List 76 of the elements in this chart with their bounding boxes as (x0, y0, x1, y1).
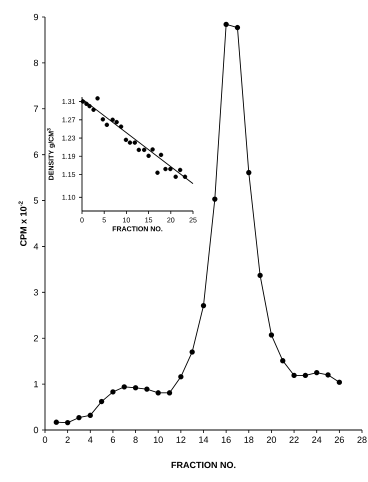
point (200, 302, 206, 308)
point (104, 122, 110, 128)
y-tick-label: 0 (34, 426, 38, 434)
point (114, 120, 119, 124)
y-tick-label: 2 (34, 335, 38, 342)
x-axis-title: FRACTION NO. (172, 462, 236, 468)
point (100, 117, 106, 122)
y-tick-label: 3 (34, 289, 38, 296)
x-tick-label: 18 (244, 436, 254, 443)
point (163, 166, 168, 172)
point (173, 174, 178, 179)
point (168, 166, 173, 172)
x-tick-label: 8 (133, 436, 138, 443)
y-tick-label: 9 (34, 14, 38, 20)
point (178, 168, 182, 172)
y-tick-label: 1 (34, 381, 38, 388)
x-tick-label: 6 (110, 436, 116, 443)
point (118, 124, 124, 129)
y-tick-label: 8 (34, 60, 38, 66)
point (336, 380, 342, 385)
x-tick-label: 0 (42, 436, 48, 443)
point (150, 147, 155, 152)
y-tick-label: 4 (34, 243, 38, 250)
point (88, 412, 93, 418)
point (54, 420, 59, 425)
point (110, 118, 115, 122)
point (132, 140, 138, 145)
y-axis-title: CPM x 10$^{-2}$ (18, 201, 27, 246)
point (314, 370, 320, 376)
x-tick-label: 20 (266, 436, 276, 443)
point (84, 102, 89, 106)
point (257, 272, 263, 278)
point (155, 170, 160, 175)
point (80, 99, 86, 104)
point (291, 372, 297, 378)
point (178, 374, 184, 380)
point (136, 148, 142, 152)
point (234, 24, 240, 30)
point (124, 138, 128, 142)
x-tick-label: 4 (88, 436, 93, 443)
point (144, 386, 150, 392)
point (268, 332, 274, 338)
point (156, 390, 161, 396)
point (212, 196, 218, 202)
point (87, 104, 92, 108)
point (280, 358, 286, 364)
point (302, 372, 308, 378)
y-tick-label: 7 (34, 106, 38, 112)
point (142, 148, 146, 152)
x-tick-label: 28 (357, 436, 367, 443)
point (325, 372, 331, 378)
point (246, 170, 252, 176)
point (132, 385, 138, 390)
point (166, 390, 172, 396)
x-tick-label: 16 (222, 436, 231, 443)
x-tick-label: 14 (199, 436, 208, 443)
point (64, 420, 70, 426)
point (146, 154, 151, 158)
point (98, 398, 104, 404)
point (128, 140, 132, 145)
y-tick-label: 5 (34, 197, 38, 204)
point (95, 96, 100, 101)
point (122, 384, 127, 390)
y-tick-label: 6 (34, 151, 38, 158)
point (182, 174, 188, 179)
x-tick-label: 24 (312, 436, 322, 443)
point (110, 389, 116, 395)
point (158, 152, 164, 158)
x-tick-label: 26 (334, 436, 344, 443)
point (76, 414, 82, 420)
point (190, 349, 195, 355)
x-tick-label: 10 (154, 436, 163, 443)
point (223, 22, 229, 27)
x-tick-label: 22 (290, 436, 299, 443)
x-tick-label: 12 (176, 436, 186, 443)
point (91, 108, 96, 112)
